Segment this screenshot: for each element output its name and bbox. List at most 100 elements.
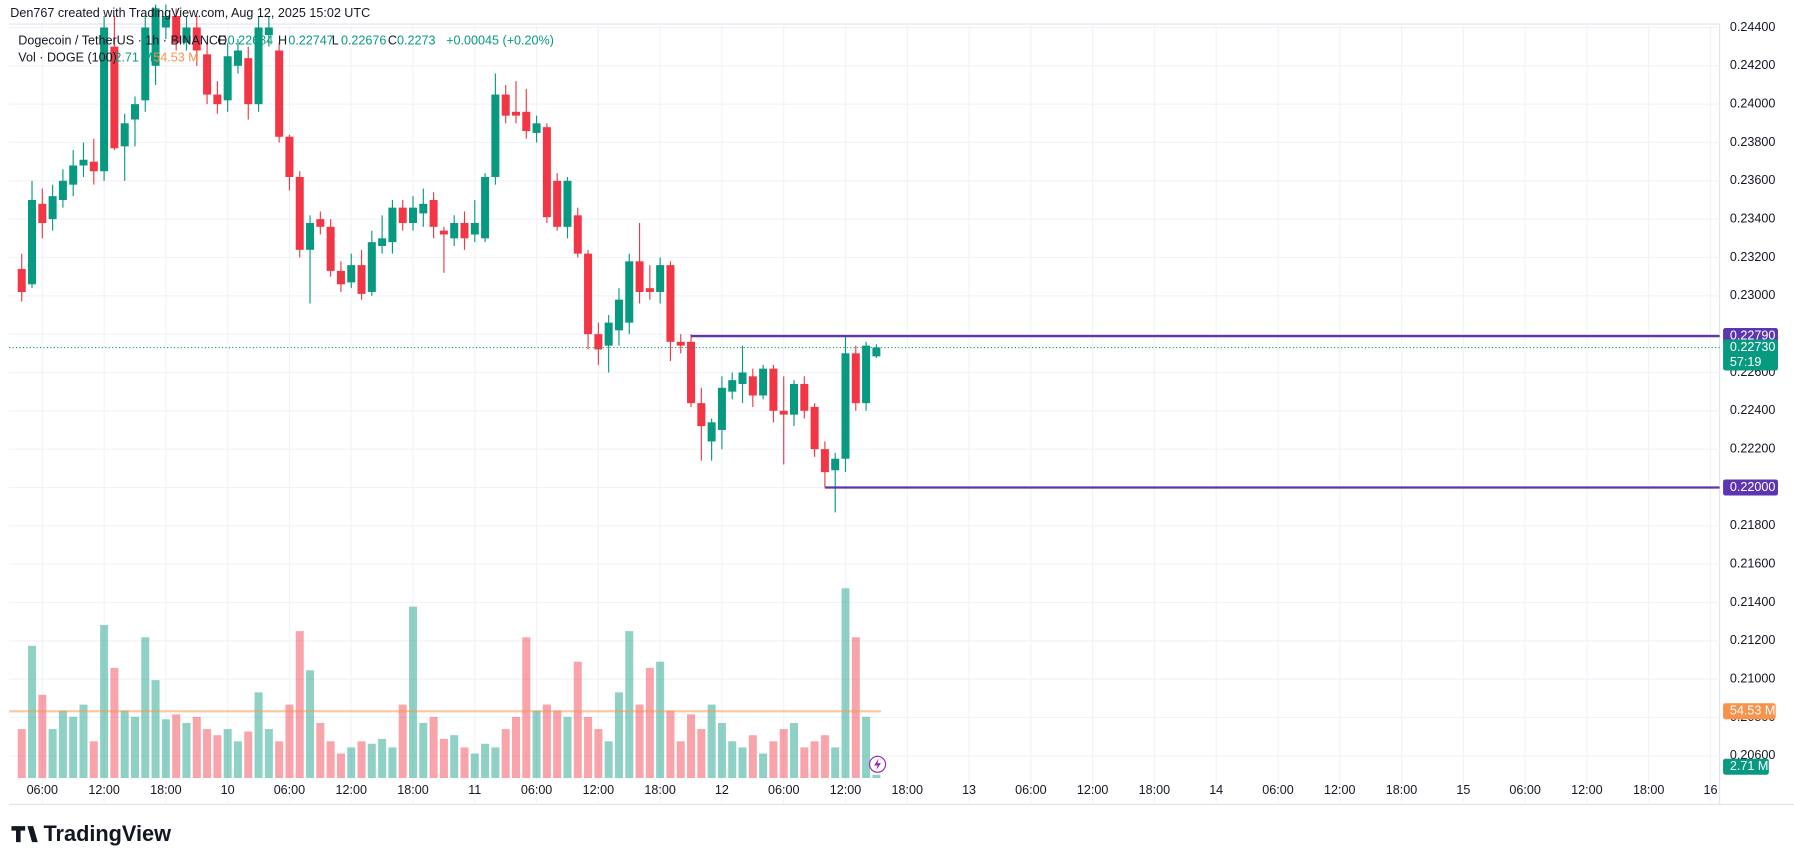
candle-body bbox=[233, 50, 242, 66]
volume-bar bbox=[326, 741, 335, 779]
candle-body bbox=[450, 222, 459, 239]
volume-bar bbox=[522, 637, 531, 779]
brand-logo bbox=[11, 826, 38, 843]
volume-bar bbox=[625, 631, 634, 779]
y-tick-label: 0.23200 bbox=[1730, 250, 1775, 264]
candle-body bbox=[481, 176, 490, 239]
candle-body bbox=[306, 222, 315, 250]
x-tick-label: 18:00 bbox=[892, 783, 923, 797]
candle-body bbox=[275, 50, 284, 137]
candle-body bbox=[58, 180, 67, 200]
volume-bar bbox=[378, 738, 387, 779]
candle-body bbox=[748, 376, 757, 396]
volume-bar bbox=[687, 714, 696, 779]
candle-body bbox=[707, 422, 716, 442]
candle-body bbox=[213, 94, 222, 105]
candle-body bbox=[872, 347, 881, 357]
candle-body bbox=[738, 372, 747, 384]
volume-bar bbox=[573, 661, 582, 779]
volume-bar bbox=[450, 735, 459, 779]
y-tick-label: 0.20600 bbox=[1730, 748, 1775, 762]
candle-body bbox=[151, 8, 160, 66]
candle-body bbox=[141, 27, 150, 101]
volume-bar bbox=[110, 667, 119, 779]
volume-bar bbox=[69, 716, 78, 779]
candle-body bbox=[625, 261, 634, 323]
candle-body bbox=[203, 54, 212, 95]
volume-last-label: 2.71 M bbox=[1730, 759, 1768, 773]
low-value: 0.22676 bbox=[341, 34, 386, 48]
volume-bar bbox=[676, 741, 685, 779]
candle-body bbox=[594, 334, 603, 350]
candle-body bbox=[223, 56, 232, 101]
credit: Den767 created with TradingView.com, Aug… bbox=[10, 6, 370, 20]
volume-bar bbox=[717, 722, 726, 779]
volume-bar bbox=[120, 710, 129, 779]
volume-bar bbox=[316, 722, 325, 779]
volume-bar bbox=[470, 753, 479, 779]
volume-bar bbox=[810, 741, 819, 779]
volume-bar bbox=[151, 680, 160, 779]
candle-body bbox=[800, 383, 809, 411]
volume-bar bbox=[728, 741, 737, 779]
volume-bar bbox=[872, 774, 881, 779]
volume-bar bbox=[501, 729, 510, 779]
candle-body bbox=[851, 353, 860, 404]
candle-body bbox=[584, 253, 593, 335]
level-box bbox=[1723, 479, 1778, 496]
y-tick-label: 0.23400 bbox=[1730, 211, 1775, 225]
x-tick-label: 12:00 bbox=[1077, 783, 1108, 797]
candle-body bbox=[769, 368, 778, 411]
volume-last: 2.71 M bbox=[114, 51, 152, 65]
volume-bar bbox=[820, 735, 829, 779]
symbol: Dogecoin / TetherUS · 1h · BINANCE bbox=[18, 34, 226, 48]
volume-last-box bbox=[1723, 758, 1769, 775]
volume-bar bbox=[141, 637, 150, 779]
volume-bar bbox=[367, 743, 376, 779]
volume-bar bbox=[275, 741, 284, 779]
x-tick-label: 06:00 bbox=[768, 783, 799, 797]
volume-bar bbox=[130, 716, 139, 779]
volume-bar bbox=[851, 637, 860, 779]
candle-body bbox=[100, 27, 109, 172]
candle-body bbox=[460, 222, 469, 239]
volume-bar bbox=[295, 631, 304, 779]
volume-bar bbox=[58, 710, 67, 779]
candle-body bbox=[419, 203, 428, 214]
volume-bar bbox=[409, 606, 418, 779]
volume-bar bbox=[89, 741, 98, 779]
candle-body bbox=[810, 406, 819, 450]
y-tick-label: 0.23800 bbox=[1730, 135, 1775, 149]
x-tick-label: 11 bbox=[468, 783, 481, 797]
y-tick-label: 0.23000 bbox=[1730, 288, 1775, 302]
candle-body bbox=[89, 161, 98, 172]
x-tick-label: 16 bbox=[1703, 783, 1717, 797]
x-tick-label: 12 bbox=[715, 783, 729, 797]
volume-bar bbox=[38, 694, 47, 779]
brand: TradingView bbox=[43, 821, 171, 846]
volume-bar bbox=[656, 661, 665, 779]
candle-body bbox=[635, 261, 644, 292]
y-tick-label: 0.21800 bbox=[1730, 518, 1775, 532]
y-tick-label: 0.24200 bbox=[1730, 58, 1775, 72]
candle-body bbox=[542, 127, 551, 218]
volume-bar bbox=[790, 722, 799, 779]
candle-body bbox=[614, 299, 623, 331]
volume-bar bbox=[172, 714, 181, 779]
volume-bar bbox=[429, 716, 438, 779]
candle-body bbox=[573, 215, 582, 254]
volume-bar bbox=[511, 716, 520, 779]
candle-body bbox=[295, 176, 304, 250]
candle-body bbox=[779, 410, 788, 415]
candle-body bbox=[48, 196, 57, 220]
candle-body bbox=[501, 94, 510, 116]
candle-body bbox=[161, 15, 170, 28]
x-tick-label: 18:00 bbox=[397, 783, 428, 797]
volume-ma: 54.53 M bbox=[153, 51, 198, 65]
y-tick-label: 0.21400 bbox=[1730, 595, 1775, 609]
volume-bar bbox=[481, 743, 490, 779]
volume-bar bbox=[841, 588, 850, 779]
candle-body bbox=[604, 322, 613, 346]
